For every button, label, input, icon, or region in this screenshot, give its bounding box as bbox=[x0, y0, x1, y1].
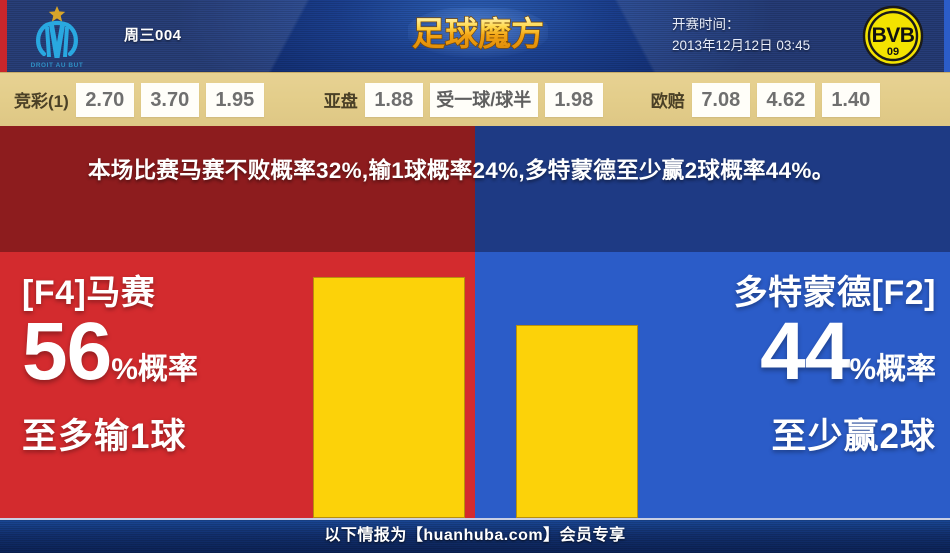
header-right-blue-edge bbox=[944, 0, 950, 72]
asian-handicap-value[interactable]: 受一球/球半 bbox=[429, 82, 538, 117]
home-panel-top-band bbox=[0, 126, 475, 252]
svg-text:BVB: BVB bbox=[872, 24, 915, 47]
odds-group-asian: 亚盘 1.88 受一球/球半 1.98 bbox=[323, 82, 603, 117]
probability-bar-away bbox=[516, 325, 638, 518]
away-panel-top-band bbox=[475, 126, 950, 252]
home-outcome-text: 至多输1球 bbox=[22, 417, 187, 456]
away-team-name: 多特蒙德[F2] bbox=[733, 274, 936, 312]
footer-top-divider bbox=[0, 518, 950, 520]
kickoff-time: 开赛时间： 2013年12月12日 03:45 bbox=[672, 14, 810, 56]
home-team-stat-block: [F4]马赛 56%概率 至多输1球 bbox=[22, 272, 312, 461]
brand-logo: 足球魔方 bbox=[406, 6, 550, 60]
svg-text:DROIT AU BUT: DROIT AU BUT bbox=[31, 62, 84, 69]
odds-group-jingcai: 竞彩(1) 2.70 3.70 1.95 bbox=[0, 82, 264, 117]
away-probability-line: 44%概率 bbox=[648, 311, 936, 413]
kickoff-value: 2013年12月12日 03:45 bbox=[672, 38, 811, 53]
jingcai-odds-draw[interactable]: 3.70 bbox=[140, 82, 199, 117]
svg-text:09: 09 bbox=[887, 46, 899, 58]
jingcai-odds-away[interactable]: 1.95 bbox=[205, 82, 264, 117]
asian-handicap-label: 亚盘 bbox=[323, 92, 358, 111]
jingcai-odds-home[interactable]: 2.70 bbox=[75, 82, 134, 117]
header-bar: DROIT AU BUT 周三004 bbox=[0, 0, 950, 72]
home-probability-suffix: %概率 bbox=[111, 353, 198, 386]
jingcai-label: 竞彩(1) bbox=[14, 92, 69, 111]
away-probability-value: 44 bbox=[760, 306, 850, 397]
summary-text: 本场比赛马赛不败概率32%,输1球概率24%,多特蒙德至少赢2球概率44%。 bbox=[88, 158, 835, 183]
footer-membership-notice: 以下情报为【huanhuba.com】会员专享 bbox=[324, 527, 626, 544]
home-probability-value: 56 bbox=[22, 306, 112, 397]
home-team-name: [F4]马赛 bbox=[22, 274, 156, 312]
away-team-stat-block: 多特蒙德[F2] 44%概率 至少赢2球 bbox=[648, 272, 936, 461]
away-outcome-text: 至少赢2球 bbox=[771, 417, 936, 456]
european-odds-label: 欧赔 bbox=[650, 92, 685, 111]
home-probability-line: 56%概率 bbox=[22, 311, 312, 413]
european-odds-away[interactable]: 1.40 bbox=[821, 82, 880, 117]
svg-text:足球魔方: 足球魔方 bbox=[412, 15, 544, 52]
odds-bar: 竞彩(1) 2.70 3.70 1.95 亚盘 1.88 受一球/球半 1.98… bbox=[0, 72, 950, 126]
away-probability-suffix: %概率 bbox=[849, 353, 936, 386]
asian-odds-home[interactable]: 1.88 bbox=[364, 82, 423, 117]
header-left-red-edge bbox=[0, 0, 7, 72]
marseille-crest-icon: DROIT AU BUT bbox=[18, 2, 96, 70]
european-odds-home[interactable]: 7.08 bbox=[691, 82, 750, 117]
dortmund-crest-icon: BVB 09 bbox=[862, 5, 924, 67]
kickoff-label: 开赛时间： bbox=[672, 17, 740, 32]
match-number-label: 周三004 bbox=[124, 27, 182, 44]
european-odds-draw[interactable]: 4.62 bbox=[756, 82, 815, 117]
footer-bar: 以下情报为【huanhuba.com】会员专享 bbox=[0, 518, 950, 553]
probability-bar-home bbox=[313, 277, 465, 518]
asian-odds-away[interactable]: 1.98 bbox=[544, 82, 603, 117]
main-comparison-area: 本场比赛马赛不败概率32%,输1球概率24%,多特蒙德至少赢2球概率44%。 [… bbox=[0, 126, 950, 518]
odds-group-european: 欧赔 7.08 4.62 1.40 bbox=[650, 82, 880, 117]
